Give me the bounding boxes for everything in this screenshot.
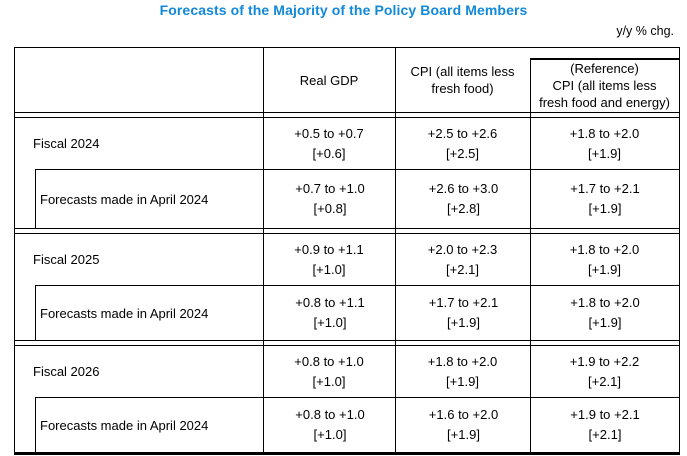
ref-cpi-forecast-cell: +1.7 to +2.1 [+1.9] [531, 170, 679, 228]
ref-median: [+1.9] [588, 201, 622, 216]
april-forecast-label: Forecasts made in April 2024 [40, 417, 209, 433]
gdp-forecast-cell: +0.8 to +1.0 [+1.0] [263, 346, 395, 397]
column-divider [394, 48, 396, 452]
ref-range: +1.8 to +2.0 [570, 295, 640, 310]
header-cpi-line2: fresh food) [431, 81, 494, 96]
cpi-range: +2.5 to +2.6 [427, 125, 498, 141]
group-fiscal-2024: Fiscal 2024 +0.5 to +0.7 [+0.6] +2.5 to … [15, 118, 679, 228]
group-separator [15, 340, 679, 346]
gdp-range: +0.8 to +1.0 [294, 353, 364, 369]
group-fiscal-2025: Fiscal 2025 +0.9 to +1.1 [+1.0] +2.0 to … [15, 234, 679, 340]
group-separator [15, 112, 679, 118]
april-forecast-label: Forecasts made in April 2024 [40, 191, 209, 207]
gdp-range: +0.8 to +1.1 [295, 295, 365, 310]
gdp-range: +0.9 to +1.1 [294, 241, 364, 257]
gdp-median: [+0.8] [313, 201, 347, 216]
gdp-range: +0.7 to +1.0 [295, 181, 365, 196]
cpi-range: +2.6 to +3.0 [428, 181, 499, 196]
gdp-forecast-cell: +0.8 to +1.0 [+1.0] [264, 398, 396, 452]
table-row-april-forecast: Forecasts made in April 2024 +0.8 to +1.… [35, 285, 679, 340]
gdp-forecast-cell: +0.8 to +1.1 [+1.0] [264, 286, 396, 340]
table-row-april-forecast: Forecasts made in April 2024 +0.8 to +1.… [35, 397, 679, 452]
table-row: Fiscal 2025 +0.9 to +1.1 [+1.0] +2.0 to … [15, 234, 679, 285]
table-row: Fiscal 2024 +0.5 to +0.7 [+0.6] +2.5 to … [15, 118, 679, 169]
cpi-median: [+1.9] [447, 427, 480, 442]
cpi-range: +2.0 to +2.3 [427, 241, 498, 257]
table-row: Fiscal 2026 +0.8 to +1.0 [+1.0] +1.8 to … [15, 346, 679, 397]
ref-cpi-forecast-cell: +1.8 to +2.0 [+1.9] [530, 234, 679, 285]
cpi-forecast-cell: +2.5 to +2.6 [+2.5] [395, 118, 530, 169]
unit-note: y/y % chg. [616, 24, 674, 38]
group-separator [15, 228, 679, 234]
cpi-forecast-cell: +2.6 to +3.0 [+2.8] [396, 170, 531, 228]
fiscal-year-label: Fiscal 2026 [33, 364, 100, 379]
cpi-forecast-cell: +1.8 to +2.0 [+1.9] [395, 346, 530, 397]
column-divider [529, 58, 531, 452]
group-fiscal-2026: Fiscal 2026 +0.8 to +1.0 [+1.0] +1.8 to … [15, 346, 679, 452]
ref-range: +1.7 to +2.1 [570, 181, 640, 196]
cpi-range: +1.6 to +2.0 [428, 407, 499, 422]
cpi-median: [+1.9] [446, 373, 479, 389]
ref-cpi-forecast-cell: +1.9 to +2.2 [+2.1] [530, 346, 679, 397]
reference-box-top-border [529, 58, 679, 60]
column-divider [262, 48, 264, 452]
gdp-median: [+0.6] [312, 145, 346, 161]
cpi-forecast-cell: +2.0 to +2.3 [+2.1] [395, 234, 530, 285]
gdp-forecast-cell: +0.5 to +0.7 [+0.6] [263, 118, 395, 169]
gdp-median: [+1.0] [312, 373, 346, 389]
header-real-gdp: Real GDP [299, 72, 359, 88]
ref-median: [+1.9] [588, 145, 621, 161]
page-title: Forecasts of the Majority of the Policy … [159, 2, 528, 18]
header-ref-line3: fresh food and energy) [539, 94, 670, 110]
ref-median: [+2.1] [588, 427, 622, 442]
table-header-row: Real GDP CPI (all items less fresh food)… [15, 48, 679, 112]
ref-range: +1.9 to +2.1 [570, 407, 640, 422]
cpi-range: +1.8 to +2.0 [427, 353, 498, 369]
header-ref-line2: CPI (all items less [552, 77, 657, 93]
header-reference-cpi: (Reference) CPI (all items less fresh fo… [530, 48, 679, 112]
cpi-median: [+1.9] [447, 315, 480, 330]
gdp-median: [+1.0] [312, 261, 346, 277]
cpi-forecast-cell: +1.6 to +2.0 [+1.9] [396, 398, 531, 452]
gdp-median: [+1.0] [313, 315, 347, 330]
fiscal-year-label: Fiscal 2025 [33, 252, 100, 267]
forecast-table: Real GDP CPI (all items less fresh food)… [14, 47, 680, 455]
fiscal-year-label: Fiscal 2024 [33, 136, 100, 151]
april-forecast-label: Forecasts made in April 2024 [40, 305, 209, 321]
ref-range: +1.8 to +2.0 [569, 125, 640, 141]
gdp-range: +0.5 to +0.7 [294, 125, 364, 141]
gdp-range: +0.8 to +1.0 [295, 407, 365, 422]
cpi-median: [+2.5] [446, 145, 479, 161]
cpi-median: [+2.1] [446, 261, 479, 277]
ref-range: +1.9 to +2.2 [569, 353, 640, 369]
header-ref-line1: (Reference) [570, 60, 639, 76]
ref-median: [+1.9] [588, 315, 622, 330]
gdp-forecast-cell: +0.7 to +1.0 [+0.8] [264, 170, 396, 228]
cpi-median: [+2.8] [447, 201, 480, 216]
header-cpi-line1: CPI (all items less [410, 64, 515, 79]
table-row-april-forecast: Forecasts made in April 2024 +0.7 to +1.… [35, 169, 679, 228]
cpi-range: +1.7 to +2.1 [428, 295, 499, 310]
ref-cpi-forecast-cell: +1.8 to +2.0 [+1.9] [530, 118, 679, 169]
ref-median: [+2.1] [588, 373, 621, 389]
ref-cpi-forecast-cell: +1.9 to +2.1 [+2.1] [531, 398, 679, 452]
gdp-median: [+1.0] [313, 427, 347, 442]
ref-range: +1.8 to +2.0 [569, 241, 640, 257]
cpi-forecast-cell: +1.7 to +2.1 [+1.9] [396, 286, 531, 340]
header-cpi: CPI (all items less fresh food) [395, 48, 530, 112]
ref-median: [+1.9] [588, 261, 621, 277]
gdp-forecast-cell: +0.9 to +1.1 [+1.0] [263, 234, 395, 285]
ref-cpi-forecast-cell: +1.8 to +2.0 [+1.9] [531, 286, 679, 340]
header-empty-cell [15, 48, 263, 112]
